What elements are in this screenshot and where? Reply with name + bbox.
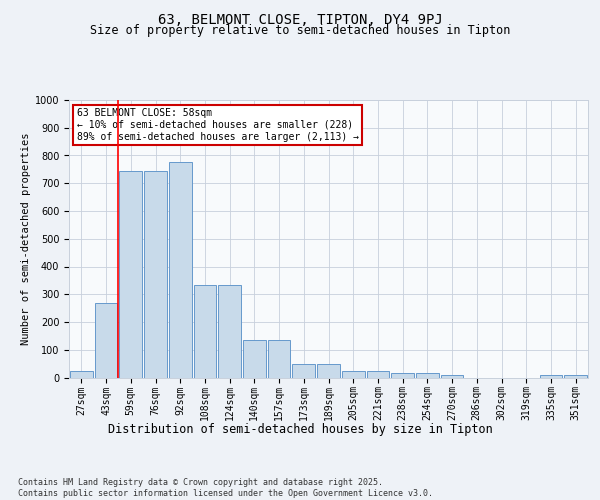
Bar	[292, 364, 315, 378]
Text: 63 BELMONT CLOSE: 58sqm
← 10% of semi-detached houses are smaller (228)
89% of s: 63 BELMONT CLOSE: 58sqm ← 10% of semi-de…	[77, 108, 359, 142]
Bar	[194, 284, 216, 378]
Bar	[391, 374, 414, 378]
Bar	[218, 284, 241, 378]
Bar	[268, 340, 290, 378]
Bar	[243, 340, 266, 378]
Bar	[564, 374, 587, 378]
Bar	[169, 162, 191, 378]
Bar	[317, 364, 340, 378]
Text: Contains HM Land Registry data © Crown copyright and database right 2025.
Contai: Contains HM Land Registry data © Crown c…	[18, 478, 433, 498]
Bar	[95, 302, 118, 378]
Text: 63, BELMONT CLOSE, TIPTON, DY4 9PJ: 63, BELMONT CLOSE, TIPTON, DY4 9PJ	[158, 12, 442, 26]
Bar	[441, 374, 463, 378]
Y-axis label: Number of semi-detached properties: Number of semi-detached properties	[20, 132, 31, 345]
Bar	[119, 171, 142, 378]
Bar	[70, 370, 93, 378]
Bar	[416, 374, 439, 378]
Text: Distribution of semi-detached houses by size in Tipton: Distribution of semi-detached houses by …	[107, 422, 493, 436]
Text: Size of property relative to semi-detached houses in Tipton: Size of property relative to semi-detach…	[90, 24, 510, 37]
Bar	[342, 370, 365, 378]
Bar	[144, 171, 167, 378]
Bar	[539, 374, 562, 378]
Bar	[367, 370, 389, 378]
